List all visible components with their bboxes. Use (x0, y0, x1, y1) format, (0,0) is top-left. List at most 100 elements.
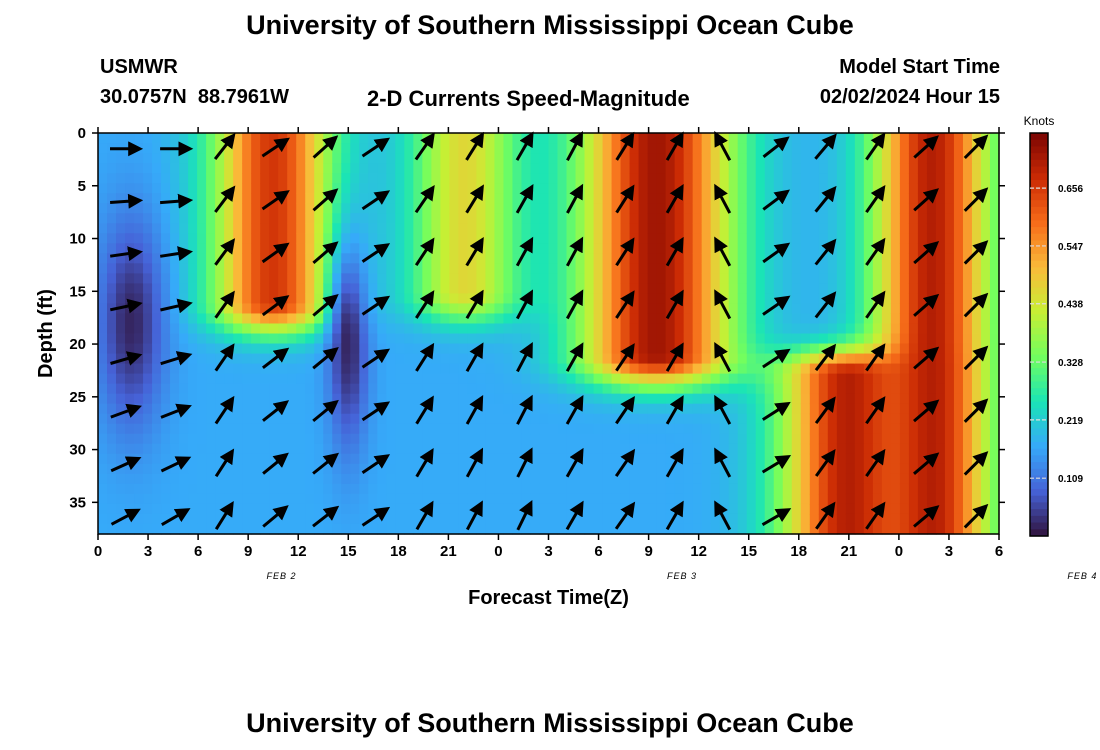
heatmap-cell (665, 443, 676, 455)
heatmap-cell (314, 473, 324, 485)
heatmap-cell (566, 273, 577, 284)
heatmap-cell (188, 303, 198, 315)
heatmap-cell (800, 383, 811, 395)
heatmap-cell (341, 423, 351, 435)
heatmap-cell (935, 493, 946, 505)
heatmap-cell (602, 193, 613, 204)
heatmap-cell (449, 363, 459, 375)
heatmap-cell (593, 513, 604, 525)
heatmap-cell (251, 373, 261, 385)
heatmap-cell (962, 213, 973, 224)
heatmap-cell (656, 293, 667, 305)
heatmap-cell (602, 343, 613, 355)
heatmap-cell (557, 413, 568, 425)
heatmap-cell (305, 153, 315, 164)
heatmap-cell (521, 283, 532, 295)
heatmap-cell (422, 303, 432, 315)
heatmap-cell (908, 313, 919, 325)
heatmap-cell (404, 173, 414, 184)
heatmap-cell (125, 483, 135, 495)
heatmap-cell (593, 523, 604, 535)
heatmap-cell (116, 353, 126, 365)
heatmap-cell (899, 503, 910, 515)
current-vector (312, 188, 339, 212)
heatmap-cell (98, 393, 108, 405)
heatmap-cell (611, 133, 622, 144)
heatmap-cell (242, 373, 252, 385)
heatmap-cell (521, 373, 532, 385)
heatmap-cell (404, 163, 414, 174)
heatmap-cell (872, 523, 883, 535)
heatmap-cell (746, 183, 757, 194)
heatmap-cell (359, 523, 369, 535)
heatmap-cell (377, 523, 387, 535)
heatmap-cell (782, 443, 793, 455)
heatmap-cell (467, 283, 478, 295)
heatmap-cell (530, 173, 541, 184)
current-vector (814, 238, 837, 266)
heatmap-cell (548, 453, 559, 465)
heatmap-cell (476, 143, 487, 154)
heatmap-cell (593, 343, 604, 355)
heatmap-cell (170, 253, 180, 264)
heatmap-cell (899, 333, 910, 345)
heatmap-cell (935, 303, 946, 315)
heatmap-cell (494, 393, 505, 405)
heatmap-cell (503, 293, 514, 305)
heatmap-cell (296, 463, 306, 475)
heatmap-cell (152, 443, 162, 455)
heatmap-cell (692, 453, 703, 465)
current-vector (160, 403, 192, 419)
heatmap-cell (926, 413, 937, 425)
heatmap-cell (521, 303, 532, 315)
heatmap-cell (440, 213, 450, 224)
heatmap-cell (638, 153, 649, 164)
heatmap-cell (683, 203, 694, 214)
heatmap-cell (755, 253, 766, 264)
heatmap-cell (98, 273, 108, 284)
heatmap-cell (962, 393, 973, 405)
heatmap-cell (674, 143, 685, 154)
heatmap-cell (449, 343, 459, 355)
heatmap-cell (602, 273, 613, 284)
heatmap-cell (512, 463, 523, 475)
heatmap-cell (512, 403, 523, 415)
heatmap-cell (719, 183, 730, 194)
colorbar-segment (1030, 193, 1048, 201)
current-vector (361, 506, 391, 527)
heatmap-cell (341, 293, 351, 305)
current-vector (312, 452, 340, 475)
heatmap-cell (665, 483, 676, 495)
heatmap-cell (944, 473, 955, 485)
heatmap-cell (953, 203, 964, 214)
heatmap-cell (557, 163, 568, 174)
heatmap-cell (197, 443, 207, 455)
heatmap-cell (800, 163, 811, 174)
heatmap-cell (287, 313, 297, 325)
heatmap-cell (350, 463, 360, 475)
heatmap-cell (980, 463, 991, 475)
current-vector (714, 183, 732, 214)
heatmap-cell (368, 453, 378, 465)
heatmap-cell (251, 473, 261, 485)
heatmap-cell (674, 273, 685, 284)
heatmap-cell (791, 263, 802, 274)
heatmap-cell (827, 473, 838, 485)
heatmap-cell (746, 473, 757, 485)
heatmap-cell (557, 483, 568, 495)
heatmap-cell (485, 243, 496, 254)
heatmap-cell (719, 273, 730, 284)
heatmap-cell (962, 153, 973, 164)
heatmap-cell (404, 473, 414, 485)
heatmap-cell (800, 483, 811, 495)
heatmap-cell (350, 353, 360, 365)
heatmap-cell (683, 163, 694, 174)
heatmap-cell (593, 483, 604, 495)
heatmap-cell (800, 263, 811, 274)
heatmap-cell (908, 283, 919, 295)
heatmap-cell (125, 413, 135, 425)
heatmap-cell (611, 423, 622, 435)
heatmap-cell (890, 373, 901, 385)
heatmap-cell (395, 463, 405, 475)
